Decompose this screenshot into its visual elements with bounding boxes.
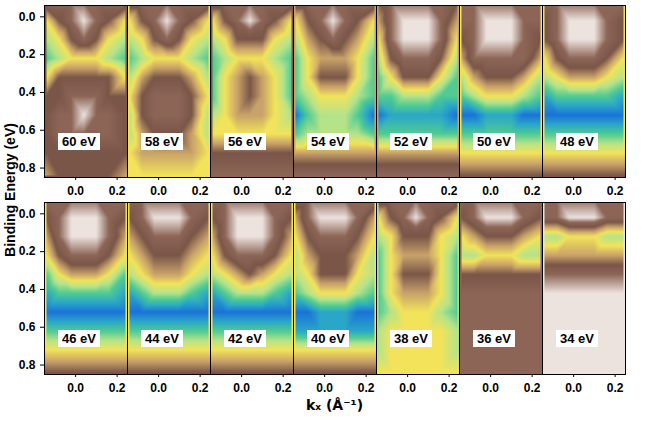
- html-text:58 eV: 58 eV: [145, 134, 179, 149]
- svg-text:0.2: 0.2: [19, 47, 36, 61]
- html-text:48 eV: 48 eV: [560, 134, 594, 149]
- svg-text:0.2: 0.2: [19, 244, 36, 258]
- svg-text:0.0: 0.0: [316, 381, 333, 394]
- svg-text:0.2: 0.2: [275, 381, 292, 394]
- html-text:42 eV: 42 eV: [228, 331, 262, 346]
- svg-text:0.0: 0.0: [150, 381, 167, 394]
- svg-text:0.0: 0.0: [565, 184, 582, 197]
- svg-text:0.0: 0.0: [316, 184, 333, 197]
- html-text:54 eV: 54 eV: [311, 134, 345, 149]
- html-text:52 eV: 52 eV: [394, 134, 428, 149]
- svg-text:0.2: 0.2: [358, 184, 375, 197]
- svg-text:0.0: 0.0: [482, 381, 499, 394]
- svg-text:0.8: 0.8: [19, 161, 36, 175]
- html-text:44 eV: 44 eV: [145, 331, 179, 346]
- svg-text:0.6: 0.6: [19, 320, 36, 334]
- html-text:50 eV: 50 eV: [477, 134, 511, 149]
- svg-text:0.2: 0.2: [275, 184, 292, 197]
- svg-text:0.0: 0.0: [67, 184, 84, 197]
- html-text:36 eV: 36 eV: [477, 331, 511, 346]
- html-text:40 eV: 40 eV: [311, 331, 345, 346]
- svg-text:0.2: 0.2: [607, 184, 624, 197]
- svg-text:0.2: 0.2: [192, 184, 209, 197]
- html-text:56 eV: 56 eV: [228, 134, 262, 149]
- svg-text:0.2: 0.2: [109, 184, 126, 197]
- svg-text:0.0: 0.0: [19, 207, 36, 221]
- html-text:34 eV: 34 eV: [560, 331, 594, 346]
- svg-text:0.0: 0.0: [399, 381, 416, 394]
- html-text:Binding Energy (eV): Binding Energy (eV): [2, 122, 18, 257]
- svg-text:0.6: 0.6: [19, 123, 36, 137]
- svg-text:0.2: 0.2: [524, 184, 541, 197]
- svg-text:0.4: 0.4: [19, 85, 36, 99]
- html-text:kₓ (Å⁻¹): kₓ (Å⁻¹): [305, 397, 364, 413]
- svg-text:0.8: 0.8: [19, 358, 36, 372]
- svg-text:0.2: 0.2: [524, 381, 541, 394]
- svg-text:0.0: 0.0: [233, 381, 250, 394]
- svg-text:0.0: 0.0: [565, 381, 582, 394]
- svg-text:0.0: 0.0: [67, 381, 84, 394]
- html-text:60 eV: 60 eV: [62, 134, 96, 149]
- svg-text:0.0: 0.0: [150, 184, 167, 197]
- html-text:46 eV: 46 eV: [62, 331, 96, 346]
- svg-text:0.0: 0.0: [399, 184, 416, 197]
- svg-text:0.2: 0.2: [441, 184, 458, 197]
- svg-text:0.2: 0.2: [358, 381, 375, 394]
- svg-text:0.2: 0.2: [192, 381, 209, 394]
- svg-text:0.2: 0.2: [441, 381, 458, 394]
- svg-text:0.4: 0.4: [19, 282, 36, 296]
- svg-text:0.0: 0.0: [19, 10, 36, 24]
- svg-text:0.0: 0.0: [233, 184, 250, 197]
- svg-text:0.0: 0.0: [482, 184, 499, 197]
- html-text:38 eV: 38 eV: [394, 331, 428, 346]
- svg-text:0.2: 0.2: [109, 381, 126, 394]
- svg-text:0.2: 0.2: [607, 381, 624, 394]
